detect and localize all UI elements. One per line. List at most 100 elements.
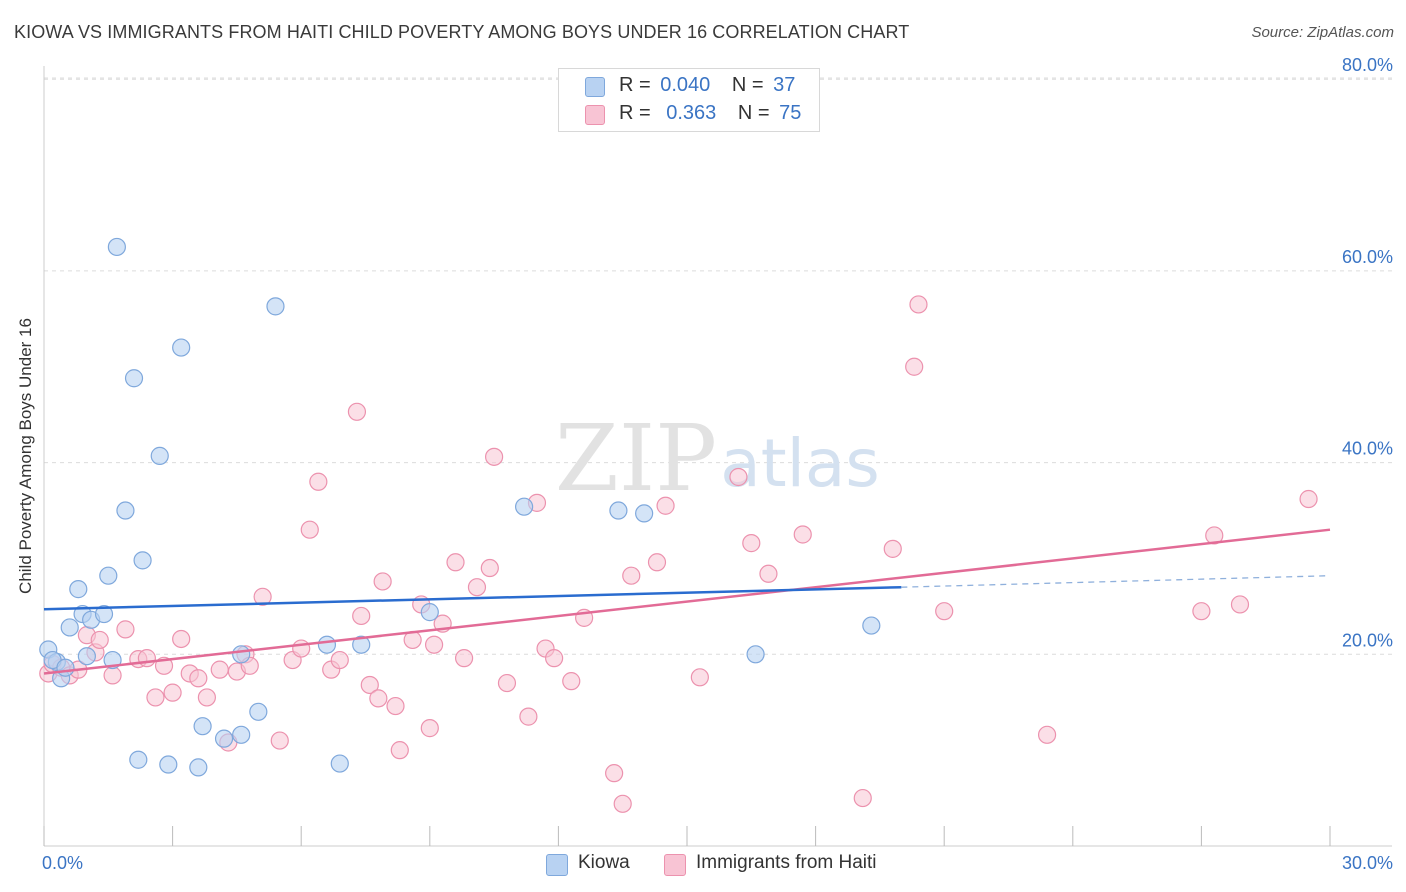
y-tick-label-60: 60.0% (1342, 247, 1393, 267)
kiowa-point (107, 237, 126, 257)
kiowa-point (635, 504, 654, 523)
kiowa-point (69, 580, 88, 599)
kiowa-point (94, 604, 114, 624)
kiowa-point (56, 658, 75, 677)
haiti-point (935, 602, 954, 621)
kiowa-point (150, 446, 169, 465)
haiti-point (1299, 489, 1318, 509)
kiowa-point (317, 635, 337, 654)
legend-r-label: R = (619, 102, 651, 124)
haiti-point (352, 606, 371, 626)
kiowa-point (124, 369, 144, 388)
watermark: ZIP atlas (555, 405, 880, 512)
legend-haiti-r: 0.363 (666, 102, 717, 124)
legend-kiowa-r: 0.040 (660, 74, 711, 96)
haiti-point (1230, 595, 1250, 614)
kiowa-point (420, 603, 439, 622)
haiti-point (656, 496, 675, 515)
y-tick-label-80: 80.0% (1342, 55, 1393, 75)
haiti-point (480, 558, 499, 578)
haiti-point (347, 402, 367, 421)
haiti-point (420, 719, 439, 738)
y-tick-label-20: 20.0% (1342, 630, 1393, 650)
haiti-point (562, 672, 581, 691)
kiowa-point (129, 750, 148, 769)
kiowa-point (746, 645, 765, 664)
haiti-point (424, 635, 444, 654)
haiti-point (386, 696, 405, 716)
kiowa-point (133, 551, 152, 570)
kiowa-point (352, 635, 371, 654)
haiti-point (1037, 725, 1057, 744)
haiti-point (690, 668, 709, 687)
kiowa-point (330, 754, 349, 773)
haiti-point (253, 587, 272, 606)
kiowa-trend-extension (901, 575, 1331, 588)
y-tick-label-40: 40.0% (1342, 439, 1393, 459)
x-tick-label-start: 0.0% (42, 853, 83, 873)
haiti-point (309, 472, 328, 491)
haiti-point (369, 689, 388, 708)
kiowa-point (116, 501, 135, 520)
haiti-point (210, 660, 229, 679)
legend-kiowa-n: 37 (773, 74, 796, 96)
haiti-point (270, 731, 289, 750)
haiti-point (853, 788, 872, 808)
haiti-point (905, 357, 924, 376)
haiti-point (300, 520, 319, 539)
haiti-point (116, 620, 135, 639)
haiti-point (519, 707, 538, 726)
haiti-point (189, 669, 208, 688)
kiowa-point (189, 758, 208, 777)
bottom-swatch-kiowa (546, 854, 568, 876)
kiowa-point (99, 566, 118, 585)
x-tick-label-end: 30.0% (1342, 853, 1393, 873)
haiti-point (373, 572, 392, 591)
haiti-point (390, 741, 409, 760)
haiti-point (330, 650, 349, 670)
haiti-point (485, 447, 504, 466)
haiti-point (647, 553, 667, 572)
haiti-point (467, 578, 487, 597)
kiowa-point (862, 616, 881, 635)
haiti-point (454, 649, 474, 668)
kiowa-point (249, 702, 268, 721)
correlation-legend: R = 0.040 N = 37 R = 0.363 N = 75 (558, 68, 820, 132)
legend-haiti-n: 75 (779, 102, 802, 124)
haiti-point (613, 794, 632, 813)
haiti-point (103, 666, 122, 685)
grid-lines (44, 77, 1392, 655)
haiti-point (622, 566, 641, 585)
kiowa-trend-line (43, 585, 902, 611)
haiti-point (497, 673, 517, 693)
haiti-point (605, 764, 624, 783)
bottom-legend-kiowa-label: Kiowa (578, 852, 630, 873)
haiti-point (1192, 602, 1211, 621)
kiowa-point (77, 647, 96, 666)
haiti-point (163, 683, 182, 702)
haiti-point (883, 539, 902, 558)
haiti-point (742, 534, 761, 553)
legend-n-label: N = (731, 74, 764, 96)
haiti-point (793, 525, 812, 544)
haiti-point (545, 649, 564, 668)
haiti-trend-line (43, 528, 1331, 675)
trend-lines (43, 528, 1331, 675)
kiowa-point (266, 297, 285, 316)
legend-r-label: R = (619, 74, 651, 96)
kiowa-point (214, 729, 234, 748)
haiti-point (292, 639, 311, 658)
haiti-point (729, 467, 748, 487)
watermark-zip: ZIP (555, 405, 717, 512)
haiti-point (172, 629, 191, 649)
source-label: Source: ZipAtlas.com (1251, 24, 1394, 41)
haiti-point (909, 295, 928, 314)
haiti-point (1205, 526, 1224, 545)
watermark-atlas: atlas (720, 425, 880, 502)
haiti-point (146, 688, 165, 707)
bottom-swatch-haiti (664, 854, 686, 876)
kiowa-point (515, 497, 534, 516)
legend-swatch-haiti (585, 105, 605, 125)
axes (43, 66, 1392, 847)
